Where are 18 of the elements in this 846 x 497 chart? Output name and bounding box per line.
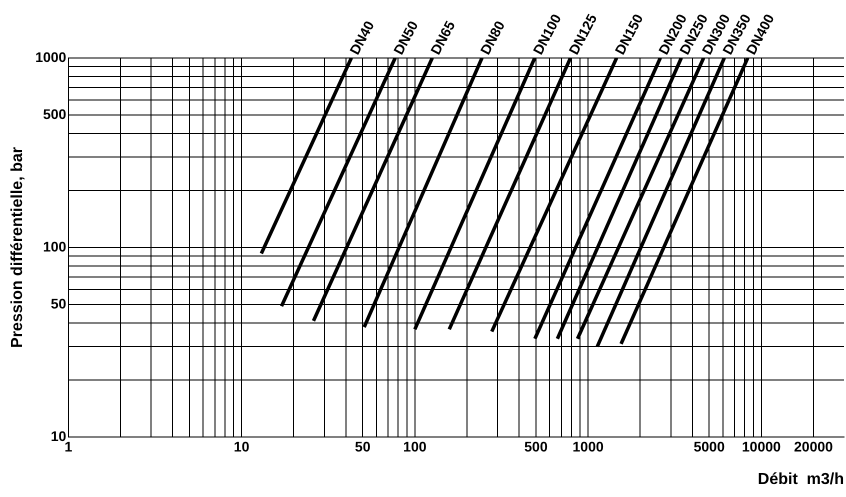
x-tick-label: 10000 <box>742 438 782 454</box>
y-axis-title: Pression différentielle, bar <box>9 147 26 348</box>
x-tick-label: 500 <box>524 438 548 454</box>
y-tick-label: 500 <box>42 106 67 122</box>
x-tick-label: 100 <box>403 438 427 454</box>
text: DN80 <box>476 18 508 58</box>
x-tick-label: 20000 <box>794 438 834 454</box>
x-tick-label: 1000 <box>572 438 604 454</box>
text: DN50 <box>390 18 422 58</box>
y-tick-label: 50 <box>50 295 67 312</box>
x-tick-label: 1 <box>64 438 72 454</box>
x-tick-label: 50 <box>354 438 371 454</box>
x-axis-title: Débit m3/h <box>758 470 844 488</box>
y-tick-label: 10 <box>50 428 67 444</box>
y-tick-label: 1000 <box>35 48 67 65</box>
x-tick-label: 10 <box>234 438 250 454</box>
y-tick-label: 100 <box>42 238 67 254</box>
x-tick-label: 5000 <box>694 438 725 454</box>
